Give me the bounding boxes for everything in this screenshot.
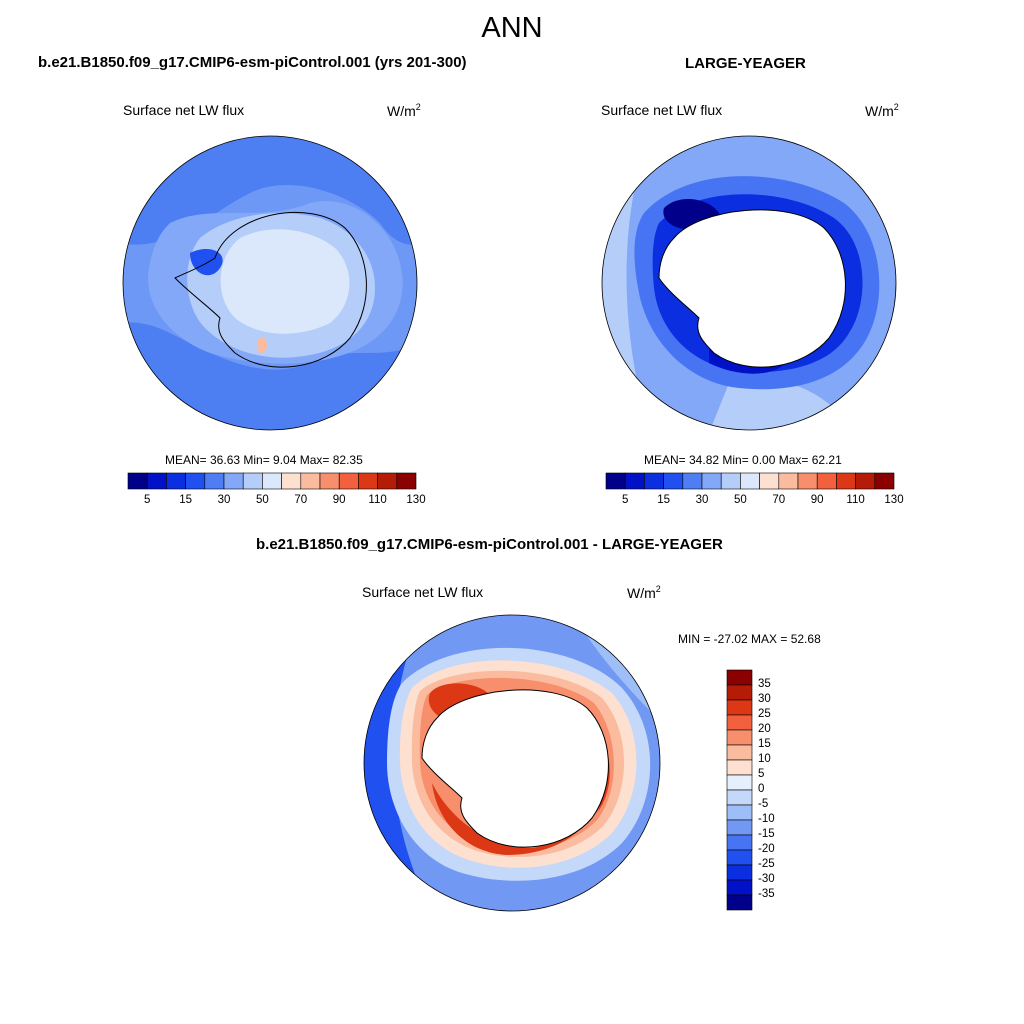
- panel3-colorbar: [726, 669, 753, 911]
- colorbar-tick-label: 50: [733, 494, 747, 506]
- colorbar-swatch: [281, 472, 302, 490]
- colorbar-tick-label: 110: [846, 494, 865, 506]
- colorbar-swatch: [726, 879, 753, 896]
- colorbar-tick-label: -30: [758, 873, 775, 885]
- colorbar-tick-label: 0: [758, 783, 765, 795]
- colorbar-swatch: [726, 819, 753, 836]
- panel3-variable-label: Surface net LW flux: [362, 584, 484, 600]
- colorbar-tick-label: 90: [810, 494, 824, 506]
- panel1-stats: MEAN= 36.63 Min= 9.04 Max= 82.35: [165, 453, 363, 467]
- colorbar-tick-label: 5: [621, 494, 629, 506]
- colorbar-swatch: [797, 472, 818, 490]
- colorbar-swatch: [726, 714, 753, 731]
- colorbar-swatch: [836, 472, 856, 490]
- colorbar-swatch: [624, 472, 645, 490]
- panel2-map: [601, 135, 897, 431]
- colorbar-swatch: [701, 472, 722, 490]
- colorbar-swatch: [726, 744, 753, 761]
- colorbar-tick-label: 50: [255, 494, 269, 506]
- panel1-variable-label: Surface net LW flux: [123, 102, 245, 118]
- colorbar-swatch: [726, 699, 753, 716]
- colorbar-tick-label: -20: [758, 843, 775, 855]
- colorbar-swatch: [726, 759, 753, 776]
- colorbar-swatch: [319, 472, 340, 490]
- colorbar-swatch: [644, 472, 664, 490]
- colorbar-swatch: [682, 472, 703, 490]
- colorbar-tick-label: -35: [758, 888, 775, 900]
- panel1-case-title: b.e21.B1850.f09_g17.CMIP6-esm-piControl.…: [38, 54, 467, 71]
- panel2-stats: MEAN= 34.82 Min= 0.00 Max= 62.21: [644, 453, 842, 467]
- colorbar-tick-label: 110: [368, 494, 387, 506]
- colorbar-swatch: [740, 472, 760, 490]
- colorbar-swatch: [338, 472, 359, 490]
- season-title: ANN: [481, 12, 543, 44]
- colorbar-tick-label: 30: [217, 494, 231, 506]
- colorbar-tick-label: 130: [884, 494, 904, 506]
- colorbar-swatch: [720, 472, 741, 490]
- colorbar-tick-label: 70: [294, 494, 308, 506]
- colorbar-swatch: [262, 472, 282, 490]
- colorbar-swatch: [726, 864, 753, 881]
- panel3-map: [363, 614, 661, 912]
- colorbar-swatch: [726, 789, 753, 806]
- colorbar-tick-label: 15: [758, 738, 771, 750]
- colorbar-swatch: [778, 472, 799, 490]
- colorbar-swatch: [663, 472, 684, 490]
- colorbar-tick-label: 15: [657, 494, 670, 506]
- colorbar-tick-label: 90: [332, 494, 346, 506]
- colorbar-swatch: [855, 472, 876, 490]
- panel2-variable-label: Surface net LW flux: [601, 102, 723, 118]
- colorbar-swatch: [759, 472, 780, 490]
- colorbar-tick-label: 5: [758, 768, 765, 780]
- panel3-case-title: b.e21.B1850.f09_g17.CMIP6-esm-piControl.…: [256, 536, 723, 553]
- colorbar-tick-label: 30: [695, 494, 709, 506]
- colorbar-swatch: [726, 849, 753, 866]
- panel1-units: W/m2: [387, 102, 421, 119]
- colorbar-swatch: [396, 472, 417, 490]
- panel3-units: W/m2: [627, 584, 661, 601]
- colorbar-swatch: [726, 894, 753, 911]
- colorbar-swatch: [166, 472, 186, 490]
- colorbar-swatch: [605, 472, 626, 490]
- colorbar-tick-label: 70: [772, 494, 786, 506]
- colorbar-tick-label: -10: [758, 813, 775, 825]
- colorbar-swatch: [726, 669, 753, 686]
- colorbar-swatch: [726, 804, 753, 821]
- colorbar-swatch: [300, 472, 321, 490]
- colorbar-tick-label: 5: [143, 494, 151, 506]
- colorbar-swatch: [127, 472, 148, 490]
- colorbar-tick-label: 20: [758, 723, 771, 735]
- panel2-units: W/m2: [865, 102, 899, 119]
- colorbar-swatch: [874, 472, 895, 490]
- colorbar-tick-label: -5: [758, 798, 769, 810]
- colorbar-swatch: [726, 729, 753, 746]
- colorbar-tick-label: 130: [406, 494, 426, 506]
- colorbar-tick-label: -15: [758, 828, 775, 840]
- panel3-stats: MIN = -27.02 MAX = 52.68: [678, 632, 821, 646]
- colorbar-tick-label: 30: [758, 693, 771, 705]
- colorbar-tick-label: -25: [758, 858, 775, 870]
- colorbar-swatch: [204, 472, 225, 490]
- panel1-colorbar: [127, 472, 417, 490]
- colorbar-swatch: [242, 472, 263, 490]
- colorbar-swatch: [726, 774, 753, 791]
- colorbar-swatch: [726, 834, 753, 851]
- colorbar-tick-label: 15: [179, 494, 192, 506]
- colorbar-tick-label: 10: [758, 753, 771, 765]
- colorbar-swatch: [726, 684, 753, 701]
- colorbar-swatch: [358, 472, 378, 490]
- colorbar-tick-label: 25: [758, 708, 771, 720]
- colorbar-tick-label: 35: [758, 678, 771, 690]
- colorbar-swatch: [146, 472, 167, 490]
- colorbar-swatch: [816, 472, 837, 490]
- panel2-colorbar: [605, 472, 895, 490]
- panel1-map: [122, 135, 418, 431]
- panel2-case-title: LARGE-YEAGER: [685, 55, 806, 72]
- colorbar-swatch: [223, 472, 244, 490]
- colorbar-swatch: [185, 472, 206, 490]
- colorbar-swatch: [377, 472, 398, 490]
